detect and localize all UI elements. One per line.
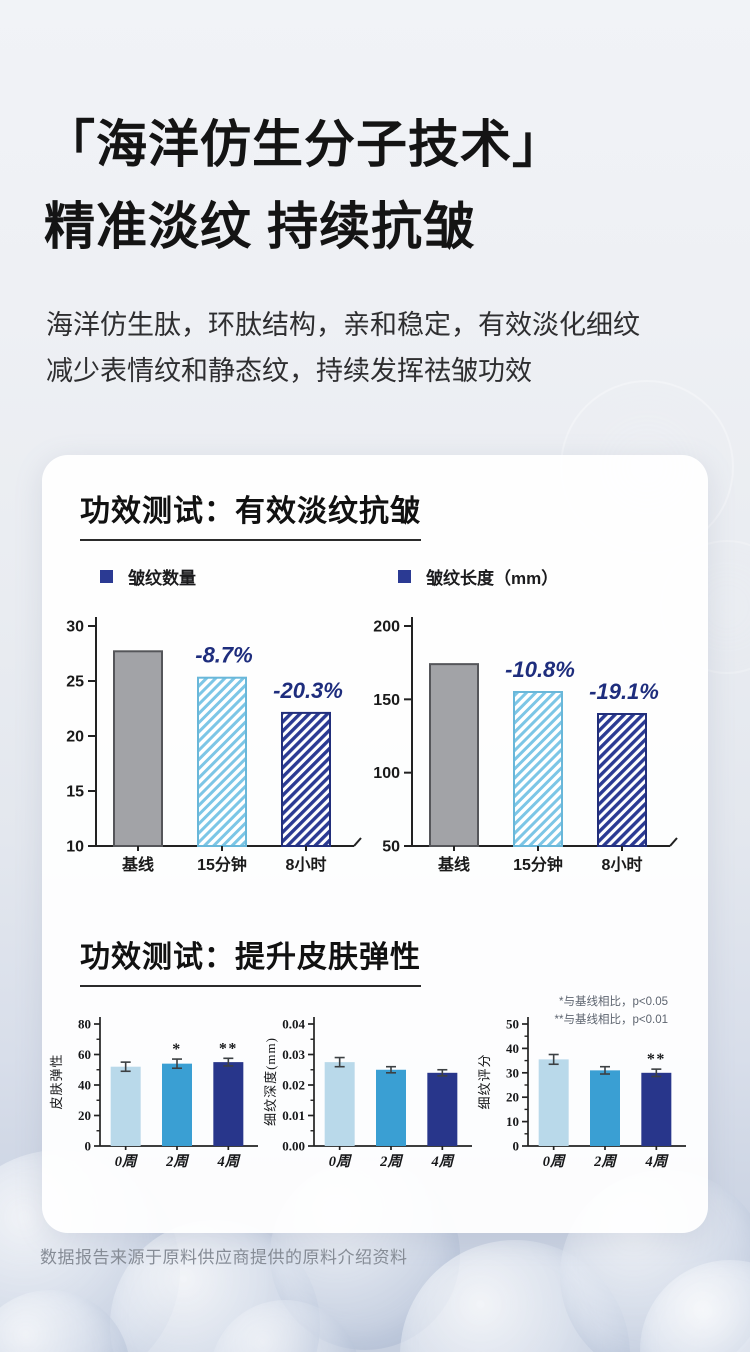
svg-text:4周: 4周 [216,1154,241,1170]
svg-text:0周: 0周 [543,1154,567,1170]
svg-text:0: 0 [85,1139,92,1154]
svg-text:4周: 4周 [430,1154,455,1170]
chart-wrinkle-count: 10 15 20 25 30 基线 -8.7% 15分钟 -20.3% 8小时 [66,617,362,874]
svg-text:100: 100 [373,765,400,782]
svg-text:2周: 2周 [379,1154,404,1170]
chart-skin-elasticity: 0 20 40 60 80 皮肤弹性 0周 * 2周 ** 4周 [49,1017,258,1170]
legend-wrinkle-length: 皱纹长度（mm） [398,564,558,589]
page-subtitle: 海洋仿生肽，环肽结构，亲和稳定，有效淡化细纹 减少表情纹和静态纹，持续发挥祛皱功… [46,302,640,395]
svg-text:8小时: 8小时 [602,856,643,874]
page-title-line2: 精准淡纹 持续抗皱 [44,197,476,255]
svg-text:200: 200 [373,619,400,636]
svg-text:20: 20 [506,1090,519,1105]
efficacy-card: 功效测试：有效淡纹抗皱 皱纹数量 皱纹长度（mm） 10 15 20 25 30 基线 -8… [42,455,708,1233]
svg-text:皮肤弹性: 皮肤弹性 [49,1053,64,1109]
svg-text:40: 40 [506,1041,519,1056]
svg-text:4周: 4周 [644,1154,669,1170]
svg-text:细纹评分: 细纹评分 [477,1053,492,1109]
svg-text:0.04: 0.04 [282,1017,305,1032]
svg-text:0.02: 0.02 [282,1078,305,1093]
chart-fine-line-score: 0 10 20 30 40 50 细纹评分 0周 2周 ** 4周 [477,1017,686,1170]
chart-wrinkle-length: 50 100 150 200 基线 -10.8% 15分钟 -19.1% 8小时 [373,617,678,874]
svg-text:2周: 2周 [165,1154,190,1170]
svg-text:2周: 2周 [593,1154,618,1170]
svg-text:**: ** [219,1040,238,1057]
svg-text:40: 40 [78,1078,91,1093]
svg-text:15分钟: 15分钟 [197,855,247,874]
svg-text:细纹深度(mm): 细纹深度(mm) [263,1037,278,1126]
page-subtitle-line2: 减少表情纹和静态纹，持续发挥祛皱功效 [46,356,532,387]
legend-swatch-icon [398,570,411,583]
svg-text:20: 20 [78,1108,91,1123]
svg-text:80: 80 [78,1017,91,1032]
svg-text:10: 10 [66,839,84,856]
svg-text:60: 60 [78,1047,91,1062]
svg-text:-10.8%: -10.8% [505,657,575,682]
svg-text:-20.3%: -20.3% [273,678,343,703]
svg-text:0周: 0周 [329,1154,353,1170]
svg-text:30: 30 [66,619,84,636]
significance-note-line2: **与基线相比，p<0.01 [554,1013,668,1026]
significance-note: *与基线相比，p<0.05 **与基线相比，p<0.01 [555,994,668,1030]
svg-text:基线: 基线 [121,855,154,874]
svg-text:30: 30 [506,1065,519,1080]
svg-text:0.00: 0.00 [282,1139,305,1154]
svg-text:15: 15 [66,784,84,801]
svg-text:20: 20 [66,729,84,746]
legend-label: 皱纹数量 [128,569,196,588]
legend-label: 皱纹长度（mm） [426,569,559,588]
svg-text:50: 50 [506,1017,519,1032]
significance-note-line1: *与基线相比，p<0.05 [559,996,668,1008]
chart-fine-line-depth: 0.00 0.01 0.02 0.03 0.04 细纹深度(mm) 0周 2周 4周 [263,1017,472,1170]
svg-text:150: 150 [373,692,400,709]
page-title: 「海洋仿生分子技术」 精准淡纹 持续抗皱 [44,104,564,267]
section2-title: 功效测试：提升皮肤弹性 [80,932,421,987]
page-subtitle-line1: 海洋仿生肽，环肽结构，亲和稳定，有效淡化细纹 [46,310,640,340]
svg-text:0周: 0周 [115,1154,139,1170]
section1-title: 功效测试：有效淡纹抗皱 [80,486,421,541]
svg-text:**: ** [647,1051,666,1068]
svg-text:*: * [172,1041,182,1058]
svg-text:0.03: 0.03 [282,1047,305,1062]
svg-text:10: 10 [506,1114,519,1129]
svg-text:-8.7%: -8.7% [195,643,252,668]
svg-text:基线: 基线 [437,855,470,874]
legend-wrinkle-count: 皱纹数量 [100,564,196,589]
svg-text:8小时: 8小时 [286,856,327,874]
svg-text:-19.1%: -19.1% [589,679,659,704]
data-source-note: 数据报告来源于原料供应商提供的原料介绍资料 [40,1248,408,1267]
page-title-line1: 「海洋仿生分子技术」 [44,116,565,173]
svg-text:0.01: 0.01 [282,1108,305,1123]
legend-swatch-icon [100,570,113,583]
svg-text:0: 0 [513,1139,520,1154]
svg-text:50: 50 [382,839,400,856]
svg-text:25: 25 [66,674,84,691]
svg-text:15分钟: 15分钟 [513,855,563,874]
